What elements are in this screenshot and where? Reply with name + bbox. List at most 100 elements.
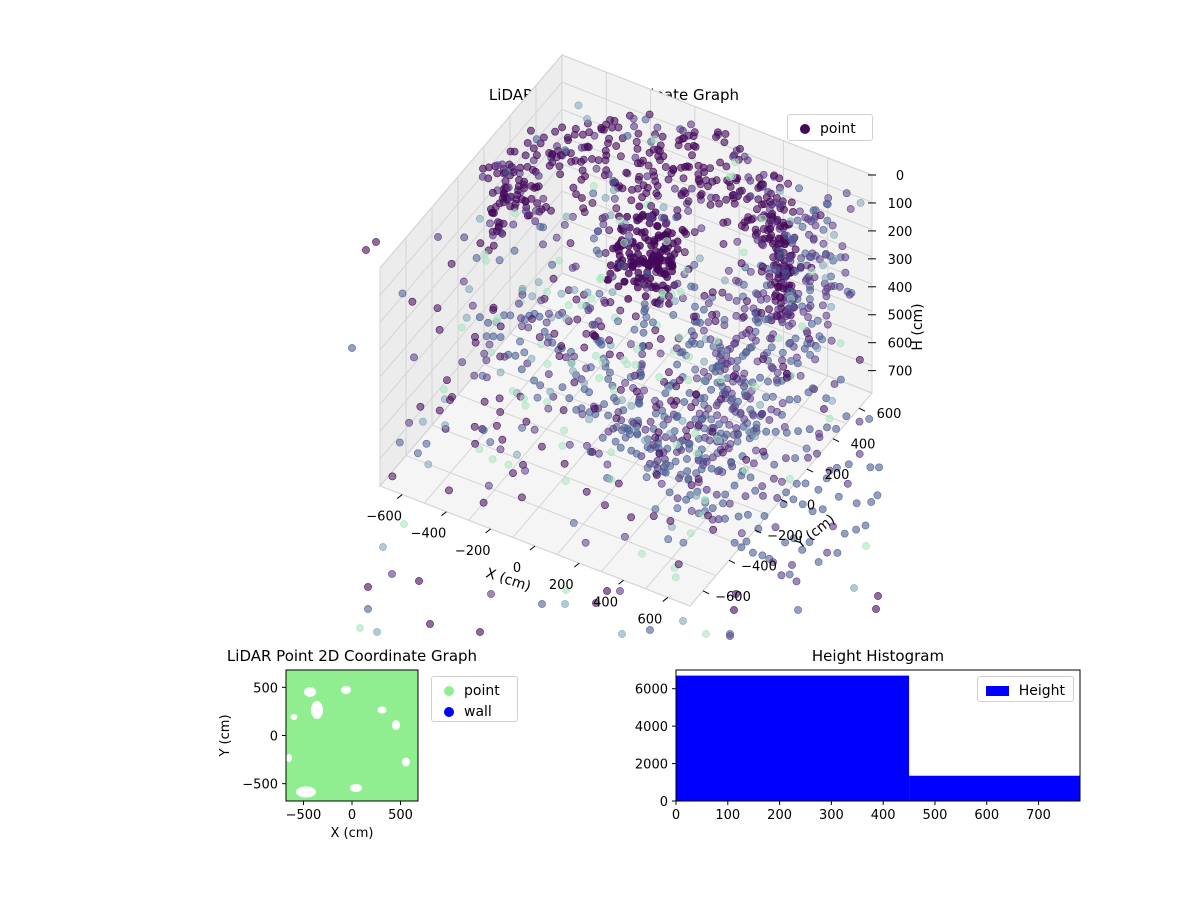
histogram-bar [909, 775, 1080, 801]
data-point [734, 397, 742, 406]
data-point [549, 274, 558, 283]
data-point [791, 334, 800, 343]
x-tick-mark [618, 579, 624, 585]
data-point [642, 473, 651, 482]
data-point [793, 359, 802, 368]
data-point [521, 466, 529, 475]
data-point [691, 398, 700, 407]
data-point [782, 488, 790, 497]
y-tick-label: 6000 [635, 683, 668, 698]
data-point [770, 460, 779, 469]
y-axis-label: Y (cm) [218, 714, 233, 757]
data-point [808, 319, 816, 328]
data-point [855, 417, 864, 426]
histogram-legend: Height [977, 676, 1074, 702]
data-point [620, 356, 629, 364]
data-point [745, 325, 754, 334]
data-point [577, 175, 586, 184]
data-point [720, 415, 729, 424]
x-tick-mark [662, 597, 669, 602]
legend-entry-height: Height [986, 680, 1065, 701]
data-point [726, 182, 735, 191]
data-point [489, 209, 498, 217]
data-point [823, 548, 831, 557]
data-point [836, 339, 845, 348]
data-point [769, 558, 777, 566]
data-point [767, 363, 776, 371]
data-point [618, 630, 626, 638]
data-point [416, 402, 425, 411]
data-point [659, 203, 668, 212]
legend-marker-height [986, 685, 1009, 696]
data-point [595, 449, 603, 458]
data-point [579, 155, 588, 164]
data-point [822, 474, 831, 483]
data-point [720, 365, 729, 373]
data-point [845, 290, 854, 299]
data-point [616, 306, 625, 315]
data-point [668, 260, 677, 268]
data-point [730, 538, 739, 547]
data-point [721, 390, 730, 399]
data-point [564, 136, 572, 145]
data-point [496, 368, 505, 377]
data-point [435, 325, 444, 334]
data-point [816, 211, 825, 220]
data-point [789, 495, 798, 504]
data-point [842, 412, 851, 421]
data-point [500, 352, 509, 361]
data-point [522, 207, 530, 216]
data-point [672, 382, 681, 391]
data-point [588, 199, 597, 207]
data-point [651, 396, 659, 405]
data-point [364, 605, 372, 613]
data-point [677, 288, 685, 296]
data-point [814, 485, 823, 494]
data-point [570, 352, 578, 361]
data-point [786, 257, 795, 265]
data-point [830, 254, 839, 263]
data-point [779, 362, 788, 371]
data-point [683, 432, 692, 441]
data-point [635, 172, 644, 181]
data-point [809, 206, 818, 215]
data-point [564, 301, 573, 310]
data-point [761, 315, 770, 324]
data-point [814, 558, 823, 566]
data-point [862, 542, 870, 550]
data-point [700, 305, 708, 314]
data-point [555, 162, 564, 171]
data-point [513, 450, 521, 459]
data-point [672, 213, 681, 222]
data-point [592, 164, 601, 173]
data-point [568, 263, 577, 272]
data-point [654, 428, 663, 437]
data-point [773, 312, 782, 321]
data-point [773, 368, 782, 377]
data-point [722, 162, 731, 171]
data-point [615, 251, 624, 260]
x-tick-label: −500 [286, 808, 322, 823]
data-point [734, 512, 743, 521]
data-point [533, 151, 541, 160]
y-tick-label: 400 [851, 438, 876, 453]
data-point [487, 348, 496, 357]
data-point [569, 367, 577, 375]
data-point [815, 429, 823, 438]
data-point [684, 376, 693, 385]
data-point [692, 390, 700, 399]
data-point [544, 404, 553, 413]
data-point [757, 295, 765, 304]
data-point [724, 266, 733, 275]
data-point [764, 188, 773, 196]
data-point [867, 498, 876, 506]
data-point [680, 248, 689, 257]
data-point [552, 233, 561, 242]
data-point [725, 420, 734, 429]
data-point [606, 116, 614, 124]
legend-label-point-2d: point [464, 682, 500, 699]
data-point [594, 317, 603, 326]
data-point [624, 294, 633, 303]
data-point [687, 481, 696, 489]
data-point [595, 289, 604, 298]
